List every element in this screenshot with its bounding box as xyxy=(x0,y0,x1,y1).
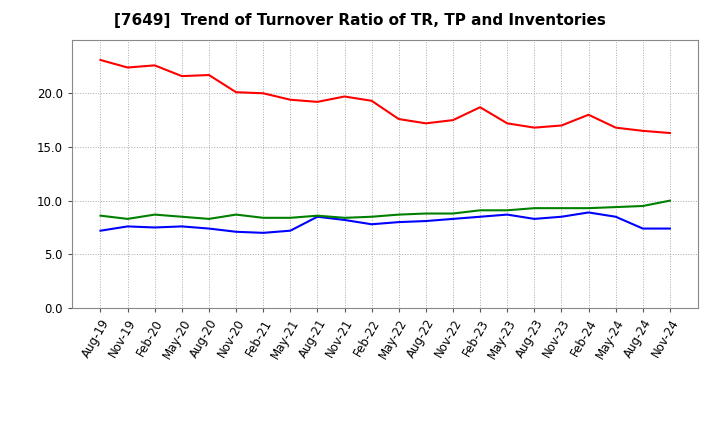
Trade Payables xyxy=(341,217,349,223)
Trade Receivables xyxy=(476,105,485,110)
Line: Inventories: Inventories xyxy=(101,201,670,219)
Trade Payables xyxy=(503,212,511,217)
Inventories xyxy=(286,215,294,220)
Trade Receivables xyxy=(584,112,593,117)
Trade Receivables xyxy=(530,125,539,130)
Trade Payables xyxy=(584,210,593,215)
Trade Receivables xyxy=(639,128,647,133)
Trade Receivables xyxy=(204,73,213,78)
Inventories xyxy=(584,205,593,211)
Trade Payables xyxy=(123,224,132,229)
Trade Payables xyxy=(259,230,268,235)
Trade Payables xyxy=(639,226,647,231)
Trade Payables xyxy=(530,216,539,221)
Inventories xyxy=(449,211,457,216)
Trade Receivables xyxy=(665,130,674,136)
Line: Trade Receivables: Trade Receivables xyxy=(101,60,670,133)
Trade Receivables xyxy=(557,123,566,128)
Trade Payables xyxy=(150,225,159,230)
Trade Receivables xyxy=(421,121,430,126)
Trade Receivables xyxy=(341,94,349,99)
Trade Payables xyxy=(232,229,240,235)
Trade Receivables xyxy=(503,121,511,126)
Inventories xyxy=(96,213,105,218)
Trade Receivables xyxy=(259,91,268,96)
Inventories xyxy=(665,198,674,203)
Trade Payables xyxy=(557,214,566,220)
Inventories xyxy=(232,212,240,217)
Inventories xyxy=(557,205,566,211)
Trade Payables xyxy=(286,228,294,233)
Inventories xyxy=(313,213,322,218)
Trade Payables xyxy=(421,218,430,224)
Inventories xyxy=(123,216,132,221)
Trade Receivables xyxy=(611,125,620,130)
Trade Receivables xyxy=(178,73,186,79)
Inventories xyxy=(476,208,485,213)
Inventories xyxy=(639,203,647,209)
Trade Payables xyxy=(178,224,186,229)
Line: Trade Payables: Trade Payables xyxy=(101,213,670,233)
Inventories xyxy=(421,211,430,216)
Trade Payables xyxy=(96,228,105,233)
Trade Receivables xyxy=(232,90,240,95)
Trade Receivables xyxy=(449,117,457,123)
Trade Receivables xyxy=(367,98,376,103)
Inventories xyxy=(178,214,186,220)
Trade Payables xyxy=(204,226,213,231)
Inventories xyxy=(395,212,403,217)
Trade Receivables xyxy=(313,99,322,105)
Inventories xyxy=(611,205,620,210)
Trade Receivables xyxy=(123,65,132,70)
Trade Payables xyxy=(367,222,376,227)
Inventories xyxy=(259,215,268,220)
Inventories xyxy=(367,214,376,220)
Text: [7649]  Trend of Turnover Ratio of TR, TP and Inventories: [7649] Trend of Turnover Ratio of TR, TP… xyxy=(114,13,606,28)
Trade Payables xyxy=(665,226,674,231)
Trade Payables xyxy=(476,214,485,220)
Trade Receivables xyxy=(150,63,159,68)
Trade Payables xyxy=(449,216,457,221)
Trade Payables xyxy=(611,214,620,220)
Trade Payables xyxy=(395,220,403,225)
Inventories xyxy=(204,216,213,221)
Inventories xyxy=(503,208,511,213)
Inventories xyxy=(341,215,349,220)
Inventories xyxy=(150,212,159,217)
Trade Receivables xyxy=(395,117,403,122)
Trade Receivables xyxy=(286,97,294,103)
Inventories xyxy=(530,205,539,211)
Trade Receivables xyxy=(96,57,105,62)
Trade Payables xyxy=(313,214,322,220)
